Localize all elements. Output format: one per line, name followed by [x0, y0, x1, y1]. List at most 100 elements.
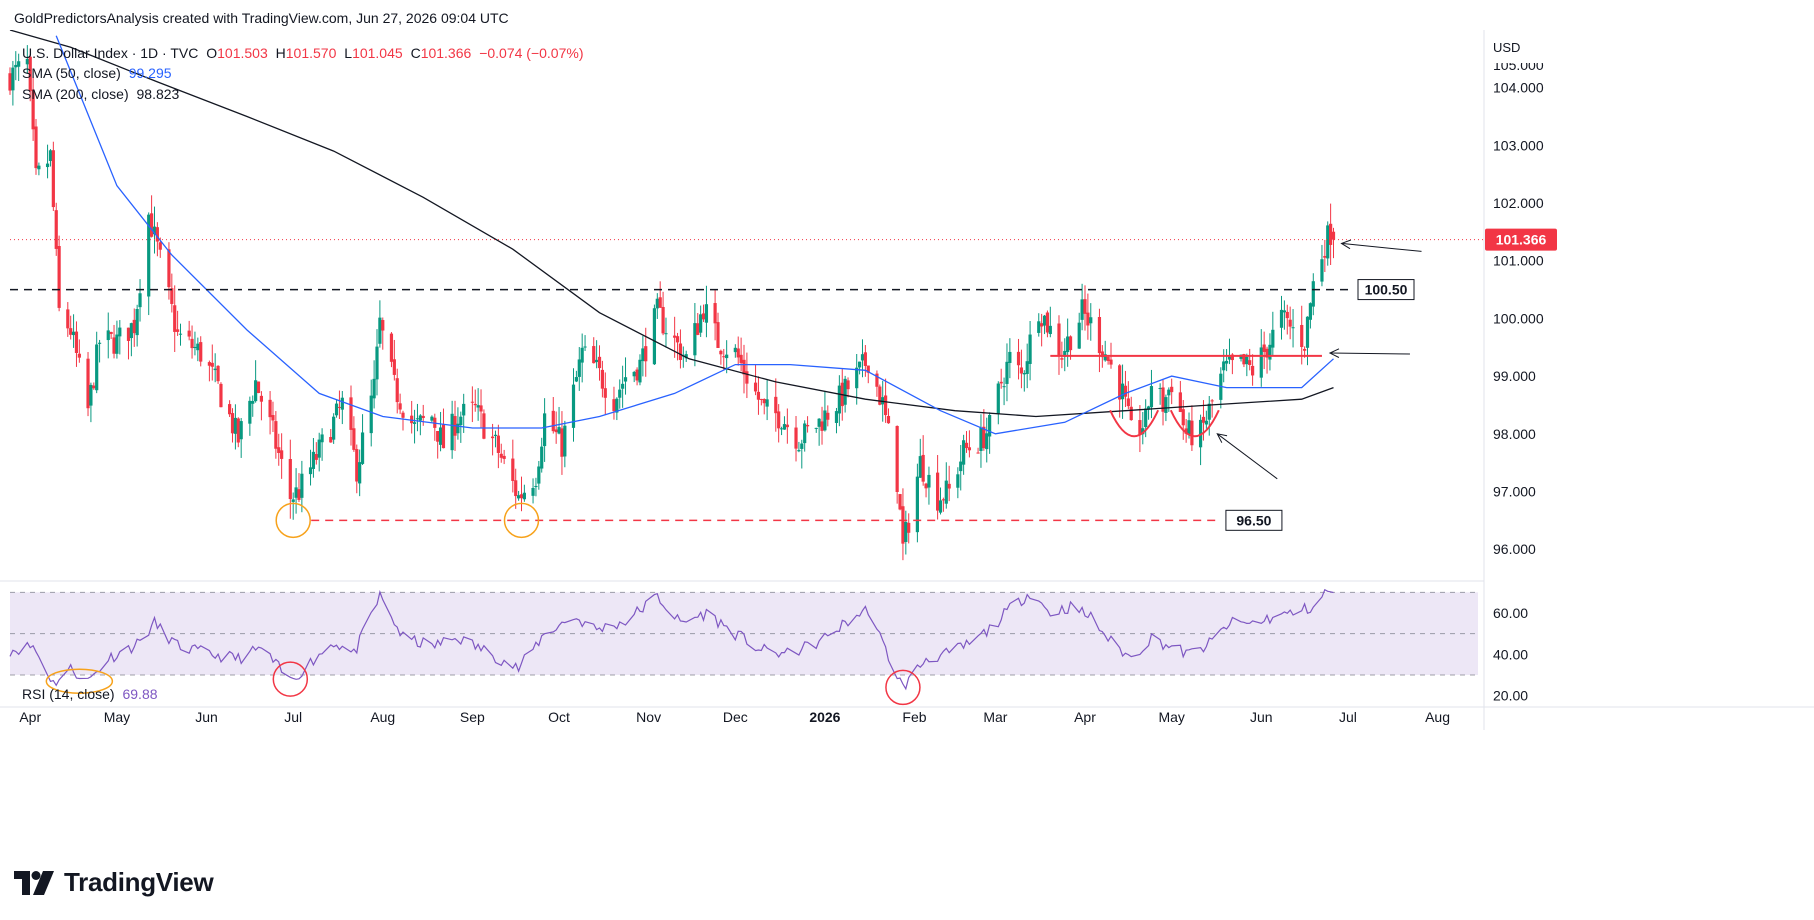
- sma200-legend[interactable]: SMA (200, close) 98.823: [22, 86, 179, 102]
- candlestick: [170, 273, 174, 313]
- candlestick: [1326, 221, 1330, 266]
- candle-body: [962, 440, 966, 465]
- sma200-label: SMA (200, close): [22, 86, 129, 102]
- rsi-legend[interactable]: RSI (14, close) 69.88: [22, 686, 158, 702]
- candlestick: [782, 416, 787, 430]
- axes: 96.000 97.000 98.000 99.000 100.000 101.000 10…: [19, 30, 1585, 725]
- candle-body: [233, 417, 238, 434]
- candlestick: [1120, 364, 1125, 419]
- candlestick: [941, 497, 945, 512]
- pointer-arrow: [1328, 348, 1410, 358]
- candlestick: [843, 375, 847, 413]
- pointer-arrow: [1216, 433, 1278, 480]
- candlestick: [66, 302, 70, 337]
- candle-body: [652, 308, 657, 365]
- candle-body: [459, 416, 463, 426]
- candlestick: [597, 345, 602, 381]
- candlestick: [381, 317, 385, 350]
- candle-body: [595, 359, 599, 363]
- candlestick: [1204, 410, 1208, 429]
- candle-body: [814, 427, 818, 429]
- candlestick: [1042, 314, 1047, 335]
- candle-body: [883, 395, 888, 416]
- candle-body: [1042, 315, 1047, 326]
- candlestick: [34, 118, 38, 175]
- candle-body: [1008, 351, 1012, 363]
- candle-body: [352, 428, 356, 450]
- candle-body: [1285, 311, 1289, 319]
- candle-body: [412, 422, 417, 424]
- candle-body: [1005, 361, 1009, 384]
- candle-body: [1308, 303, 1312, 320]
- candle-body: [1146, 406, 1151, 410]
- candle-body: [1198, 419, 1203, 448]
- candlestick: [996, 381, 1000, 425]
- candlestick: [765, 380, 769, 421]
- candle-body: [337, 406, 342, 408]
- double-bottom-arc: [1109, 409, 1160, 438]
- candle-body: [918, 456, 922, 478]
- candlestick: [470, 386, 474, 423]
- candle-body: [256, 381, 261, 394]
- candlestick: [190, 325, 194, 359]
- candle-body: [563, 425, 567, 457]
- candle-body: [1106, 357, 1110, 361]
- price-pane-bg: [0, 30, 1484, 578]
- tradingview-logo[interactable]: TradingView: [14, 867, 214, 898]
- candlestick: [1016, 338, 1021, 380]
- candlestick: [1097, 308, 1102, 373]
- candle-body: [875, 373, 879, 387]
- symbol-legend[interactable]: U.S. Dollar Index · 1D · TVC O101.503 H1…: [22, 45, 583, 61]
- candlestick: [907, 513, 911, 544]
- last-price-tag: [1485, 228, 1557, 251]
- candle-body: [516, 495, 521, 499]
- candlestick: [176, 310, 180, 336]
- close-value: 101.366: [420, 45, 472, 61]
- candlestick: [1305, 316, 1310, 366]
- candle-body: [228, 404, 232, 415]
- candlestick: [17, 53, 21, 82]
- candle-body: [97, 342, 102, 344]
- candle-body: [1077, 322, 1081, 349]
- candlestick: [1170, 378, 1174, 405]
- candlestick: [600, 360, 605, 398]
- axis-mask: [1485, 30, 1585, 63]
- time-tick-label: Aug: [370, 709, 395, 725]
- candle-body: [1016, 351, 1021, 366]
- candle-body: [149, 213, 154, 237]
- candle-body: [554, 429, 558, 433]
- candlestick: [57, 235, 61, 312]
- rsi-value: 69.88: [122, 686, 158, 702]
- symbol-name: U.S. Dollar Index · 1D · TVC: [22, 45, 199, 61]
- open-label: O: [206, 45, 218, 61]
- candle-body: [621, 383, 625, 389]
- candle-body: [1207, 403, 1211, 420]
- candlestick: [473, 389, 477, 412]
- candle-body: [837, 385, 841, 414]
- candlestick: [936, 455, 940, 520]
- candle-body: [37, 165, 41, 170]
- candlestick: [725, 340, 729, 374]
- candlestick: [499, 443, 503, 463]
- candlestick: [1019, 349, 1024, 389]
- candlestick: [560, 411, 564, 475]
- candle-body: [779, 428, 784, 430]
- candle-body: [1086, 312, 1090, 326]
- price-tick-label: 102.000: [1493, 195, 1544, 211]
- candlestick: [1123, 370, 1128, 408]
- candle-body: [178, 333, 183, 335]
- price-tick-label: 99.000: [1493, 368, 1536, 384]
- candlestick: [300, 460, 304, 513]
- candlestick: [1158, 383, 1162, 405]
- sma50-legend[interactable]: SMA (50, close) 99.295: [22, 65, 172, 81]
- candlestick: [479, 389, 483, 429]
- candlestick: [126, 327, 131, 360]
- level-label-text: 96.50: [1236, 512, 1271, 528]
- candle-body: [921, 454, 925, 482]
- candlestick: [1089, 303, 1093, 341]
- candlestick: [398, 393, 402, 415]
- candle-body: [600, 369, 605, 389]
- candle-body: [438, 427, 443, 445]
- candlestick: [1320, 244, 1324, 287]
